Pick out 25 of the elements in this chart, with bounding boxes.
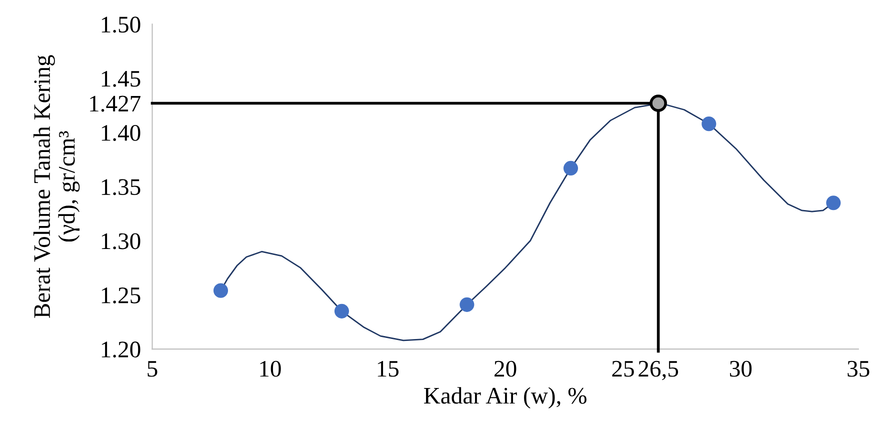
y-tick-label: 1.20 bbox=[102, 342, 140, 358]
x-tick-label: 10 bbox=[260, 360, 281, 377]
x-tick-label: 5 bbox=[148, 361, 158, 377]
x-tick-label: 25 bbox=[612, 360, 634, 377]
y-tick-label: 1.40 bbox=[102, 124, 140, 142]
point bbox=[460, 297, 474, 312]
x-tick-label: 15 bbox=[378, 360, 399, 377]
y-tick-label: 1.35 bbox=[102, 179, 140, 196]
y-tick-label: 1.45 bbox=[102, 70, 140, 87]
point bbox=[826, 196, 841, 210]
x-tick-label: 35 bbox=[848, 360, 870, 377]
x-tick-label: 26,5 bbox=[638, 360, 678, 380]
point bbox=[650, 94, 667, 112]
y-axis-title: Berat Volume Tanah Kering (γd), gr/cm³ bbox=[33, 55, 80, 318]
x-tick-label: 20 bbox=[494, 360, 516, 377]
point bbox=[563, 160, 578, 176]
x-axis-title: Kadar Air (w), % bbox=[424, 387, 586, 409]
point bbox=[213, 283, 228, 298]
point bbox=[334, 304, 350, 318]
y-tick-label: 1.50 bbox=[102, 16, 140, 33]
point bbox=[702, 116, 716, 132]
y-tick-label: 1.427 bbox=[90, 96, 140, 112]
x-tick-label: 30 bbox=[730, 360, 752, 377]
y-tick-label: 1.25 bbox=[102, 287, 140, 304]
y-tick-label: 1.30 bbox=[102, 233, 140, 250]
